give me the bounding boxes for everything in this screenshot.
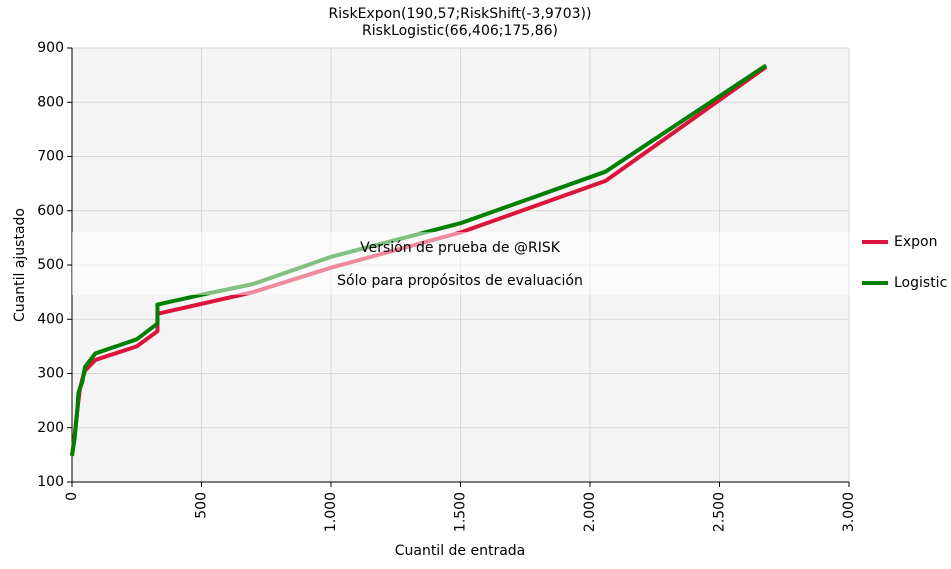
- watermark-band: [72, 232, 849, 295]
- legend-label: Logistic: [894, 275, 947, 291]
- x-axis-label: Cuantil de entrada: [395, 543, 526, 559]
- x-tick-label: 1.500: [453, 492, 469, 532]
- x-tick-label: 2.000: [582, 492, 598, 532]
- legend-label: Expon: [894, 234, 937, 250]
- y-tick-label: 800: [37, 94, 64, 110]
- y-tick-label: 700: [37, 149, 64, 165]
- y-tick-label: 100: [37, 474, 64, 490]
- x-tick-label: 2.500: [712, 492, 728, 532]
- y-axis-label: Cuantil ajustado: [12, 208, 28, 322]
- y-tick-label: 500: [37, 257, 64, 273]
- x-tick-label: 1.000: [323, 492, 339, 532]
- watermark: Sólo para propósitos de evaluación: [337, 273, 583, 289]
- y-tick-label: 300: [37, 366, 64, 382]
- y-tick-label: 400: [37, 311, 64, 327]
- y-tick-label: 600: [37, 203, 64, 219]
- y-tick-label: 200: [37, 420, 64, 436]
- y-tick-label: 900: [37, 40, 64, 56]
- subtitle: RiskLogistic(66,406;175,86): [362, 23, 558, 39]
- x-tick-label: 500: [194, 492, 210, 519]
- subtitle: RiskExpon(190,57;RiskShift(-3,9703)): [329, 6, 592, 22]
- watermark: Versión de prueba de @RISK: [360, 240, 561, 256]
- x-tick-label: 0: [64, 492, 80, 501]
- x-tick-label: 3.000: [841, 492, 857, 532]
